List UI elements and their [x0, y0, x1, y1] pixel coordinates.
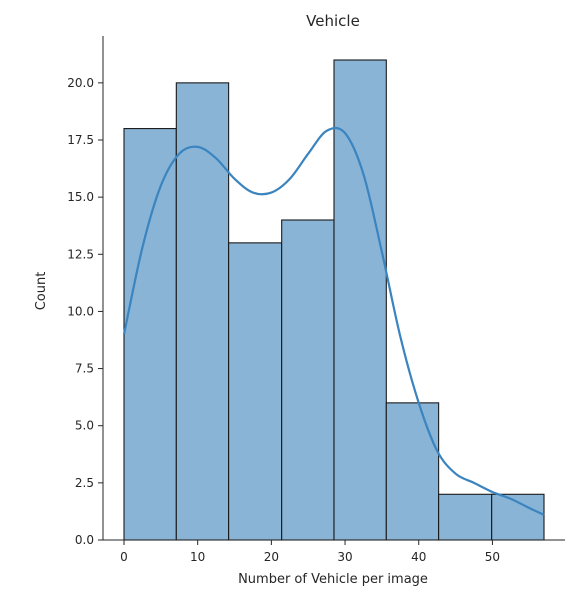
kde-line: [122, 126, 545, 516]
y-tick-label: 17.5: [67, 133, 94, 147]
chart-title: Vehicle: [306, 12, 360, 30]
x-tick-label: 40: [411, 550, 426, 564]
y-tick-label: 12.5: [67, 247, 94, 261]
x-tick-label: 50: [485, 550, 500, 564]
histogram-bar-6: [438, 493, 493, 541]
histogram-bar-0: [123, 128, 177, 541]
bars-group: [123, 59, 545, 541]
y-axis-label: Count: [34, 272, 49, 311]
y-tick-label: 10.0: [67, 304, 94, 318]
histogram-bar-1: [175, 82, 230, 541]
histogram-bar-2: [228, 242, 283, 541]
histogram-bar-4: [333, 59, 387, 541]
y-tick-label: 20.0: [67, 76, 94, 90]
y-tick-label: 2.5: [75, 476, 94, 490]
y-tick-label: 15.0: [67, 190, 94, 204]
x-ticks-group: 0 10 20 30 40 50: [120, 540, 500, 564]
x-tick-label: 10: [190, 550, 205, 564]
x-tick-label: 30: [337, 550, 352, 564]
x-tick-label: 20: [264, 550, 279, 564]
histogram-bar-3: [281, 219, 335, 541]
y-tick-label: 0.0: [75, 533, 94, 547]
y-tick-label: 5.0: [75, 419, 94, 433]
y-tick-label: 7.5: [75, 362, 94, 376]
histogram-bar-5: [385, 402, 440, 541]
y-ticks-group: 0.0 2.5 5.0 7.5 10.0 12.5 15.0 17.5 20.0: [67, 76, 103, 547]
x-axis-label: Number of Vehicle per image: [238, 572, 428, 587]
x-tick-label: 0: [120, 550, 128, 564]
